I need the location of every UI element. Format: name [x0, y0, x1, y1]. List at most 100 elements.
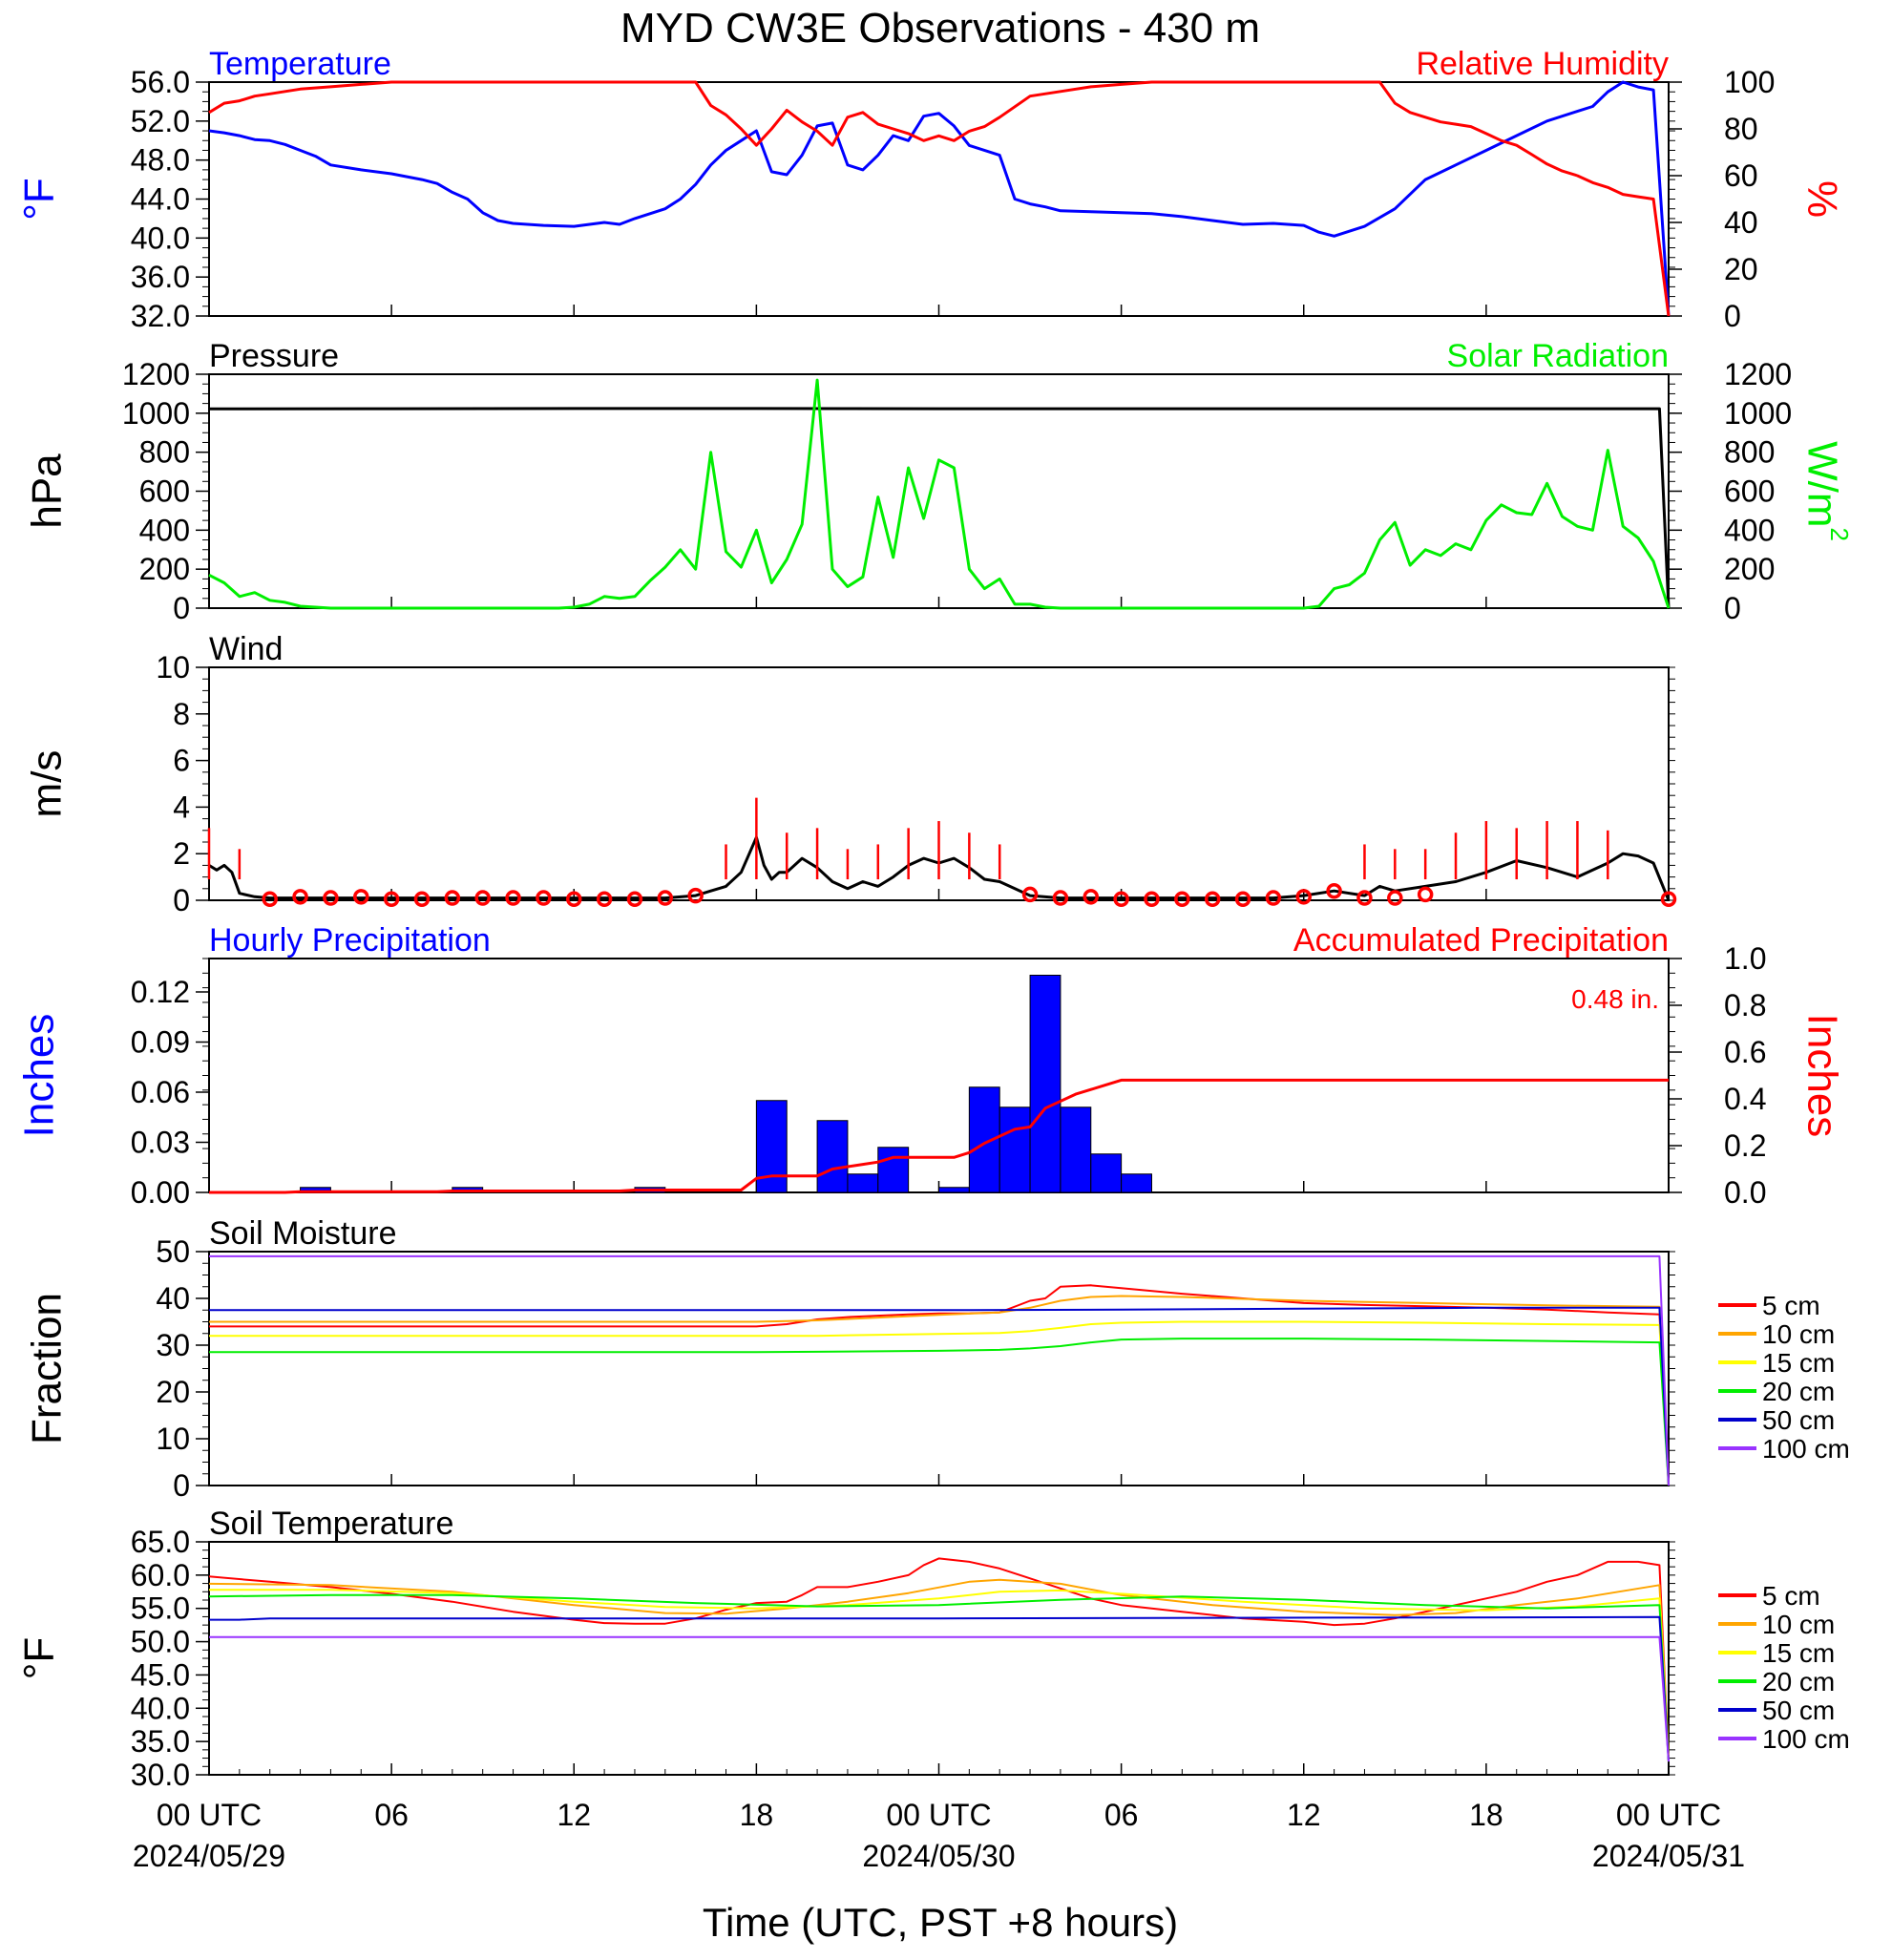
- precip-bar: [816, 1120, 849, 1193]
- x-tick-label: 18: [740, 1798, 774, 1832]
- panel-left-title: Temperature: [209, 46, 391, 82]
- precip-bar: [1121, 1173, 1152, 1193]
- y-axis-label: Fraction: [23, 1293, 70, 1444]
- series-line: [208, 378, 1671, 610]
- panels: 32.036.040.044.048.052.056.0020406080100…: [15, 46, 1854, 1792]
- y-tick-label: 55.0: [131, 1591, 190, 1626]
- calm-wind-marker: [1660, 891, 1677, 908]
- y-tick-label: 32.0: [131, 299, 190, 333]
- y2-tick-label: 800: [1724, 435, 1775, 470]
- series-line: [208, 835, 1671, 901]
- y-tick-label: 0.06: [131, 1075, 190, 1109]
- y-tick-label: 200: [139, 552, 190, 586]
- panel-left-title: Pressure: [209, 338, 339, 374]
- chart-title: MYD CW3E Observations - 430 m: [620, 5, 1260, 52]
- y-tick-label: 50.0: [131, 1625, 190, 1659]
- x-axis-label: Time (UTC, PST +8 hours): [703, 1900, 1178, 1945]
- y2-tick-label: 80: [1724, 112, 1758, 146]
- x-tick-label: 12: [557, 1798, 591, 1832]
- y2-tick-label: 1200: [1724, 357, 1792, 391]
- y-tick-label: 30.0: [131, 1758, 190, 1792]
- y2-axis-label: %: [1799, 180, 1846, 218]
- legend-label: 100 cm: [1762, 1724, 1850, 1754]
- panel-right-title: Accumulated Precipitation: [1293, 922, 1669, 959]
- y2-tick-label: 1000: [1724, 396, 1792, 431]
- y-tick-label: 36.0: [131, 260, 190, 294]
- series-line: [209, 1078, 1669, 1194]
- y2-tick-label: 0.0: [1724, 1175, 1766, 1210]
- y2-tick-label: 200: [1724, 552, 1775, 586]
- legend-label: 50 cm: [1762, 1696, 1835, 1725]
- legend-label: 10 cm: [1762, 1610, 1835, 1639]
- calm-wind-marker: [1021, 886, 1039, 903]
- x-tick-label: 06: [1104, 1798, 1139, 1832]
- calm-wind-marker: [536, 890, 552, 906]
- precip-bar: [1060, 1106, 1092, 1193]
- y2-tick-label: 20: [1724, 252, 1758, 286]
- precip-total-annotation: 0.48 in.: [1571, 984, 1659, 1014]
- panel-right-title: Relative Humidity: [1416, 46, 1669, 82]
- calm-wind-marker: [262, 891, 278, 908]
- panel-right-title: Solar Radiation: [1447, 338, 1669, 374]
- y2-axis-label: Inches: [1799, 1014, 1846, 1138]
- series-line: [209, 1635, 1670, 1762]
- y-tick-label: 30: [156, 1328, 190, 1362]
- legend-label: 5 cm: [1762, 1291, 1820, 1320]
- calm-wind-marker: [1113, 891, 1129, 908]
- y-tick-label: 20: [156, 1375, 190, 1409]
- calm-wind-marker: [1356, 890, 1373, 906]
- precip-bar: [1090, 1153, 1123, 1193]
- y-tick-label: 0.00: [131, 1175, 190, 1210]
- y-tick-label: 0.09: [131, 1025, 190, 1060]
- y2-tick-label: 40: [1724, 205, 1758, 240]
- plot-frame: [208, 81, 1670, 317]
- y-tick-label: 0: [173, 883, 190, 917]
- y-tick-label: 4: [173, 790, 190, 824]
- calm-wind-marker: [1083, 889, 1100, 905]
- calm-wind-marker: [292, 889, 308, 905]
- panel-left-title: Soil Temperature: [209, 1506, 453, 1542]
- panel-left-title: Wind: [209, 631, 283, 667]
- y-tick-label: 56.0: [131, 65, 190, 99]
- y2-tick-label: 400: [1724, 513, 1775, 547]
- calm-wind-marker: [657, 890, 674, 906]
- x-tick-label: 00 UTC: [886, 1798, 991, 1832]
- y-tick-label: 50: [156, 1234, 190, 1269]
- y-tick-label: 65.0: [131, 1525, 190, 1559]
- precip-bar: [877, 1147, 910, 1193]
- precip-bar: [1029, 975, 1062, 1193]
- calm-wind-marker: [1052, 890, 1069, 906]
- calm-wind-marker: [323, 890, 339, 906]
- precip-bar: [999, 1106, 1031, 1193]
- x-date-label: 2024/05/29: [133, 1839, 285, 1873]
- calm-wind-marker: [474, 890, 491, 906]
- y-tick-label: 40.0: [131, 1691, 190, 1725]
- y-tick-label: 40: [156, 1281, 190, 1316]
- y2-tick-label: 0.2: [1724, 1128, 1766, 1163]
- y-tick-label: 8: [173, 697, 190, 731]
- y-tick-label: 0: [173, 591, 190, 625]
- calm-wind-marker: [505, 890, 521, 906]
- series-line: [208, 1593, 1670, 1762]
- series-line: [209, 1615, 1670, 1762]
- panel-3: 0 2 4 6 8 10 Wind m/s: [23, 631, 1677, 917]
- x-tick-label: 00 UTC: [157, 1798, 262, 1832]
- panel-6: 30.035.040.045.050.055.060.065.0 Soil Tem…: [15, 1506, 1849, 1792]
- y-tick-label: 45.0: [131, 1657, 190, 1692]
- y-tick-label: 1000: [122, 396, 190, 431]
- y-tick-label: 10: [156, 1422, 190, 1456]
- y2-tick-label: 100: [1724, 65, 1775, 99]
- y-axis-label: °F: [15, 178, 62, 220]
- calm-wind-marker: [353, 889, 369, 905]
- calm-wind-marker: [444, 890, 461, 906]
- x-axis: 00 UTC 2024/05/29 06 12 18 00 UTC 2024/05/30 06…: [133, 1798, 1745, 1873]
- panel-1: 32.0 36.0 40.0 44.0 48.0 52.0 56.0 0 20 40 60 80 100…: [15, 46, 1845, 333]
- y-tick-label: 600: [139, 474, 190, 509]
- y-axis-label: hPa: [23, 453, 70, 529]
- y-tick-label: 0.03: [131, 1126, 190, 1160]
- y2-tick-label: 60: [1724, 158, 1758, 193]
- y-tick-label: 40.0: [131, 221, 190, 255]
- series-line: [209, 1320, 1670, 1486]
- calm-wind-marker: [413, 891, 431, 908]
